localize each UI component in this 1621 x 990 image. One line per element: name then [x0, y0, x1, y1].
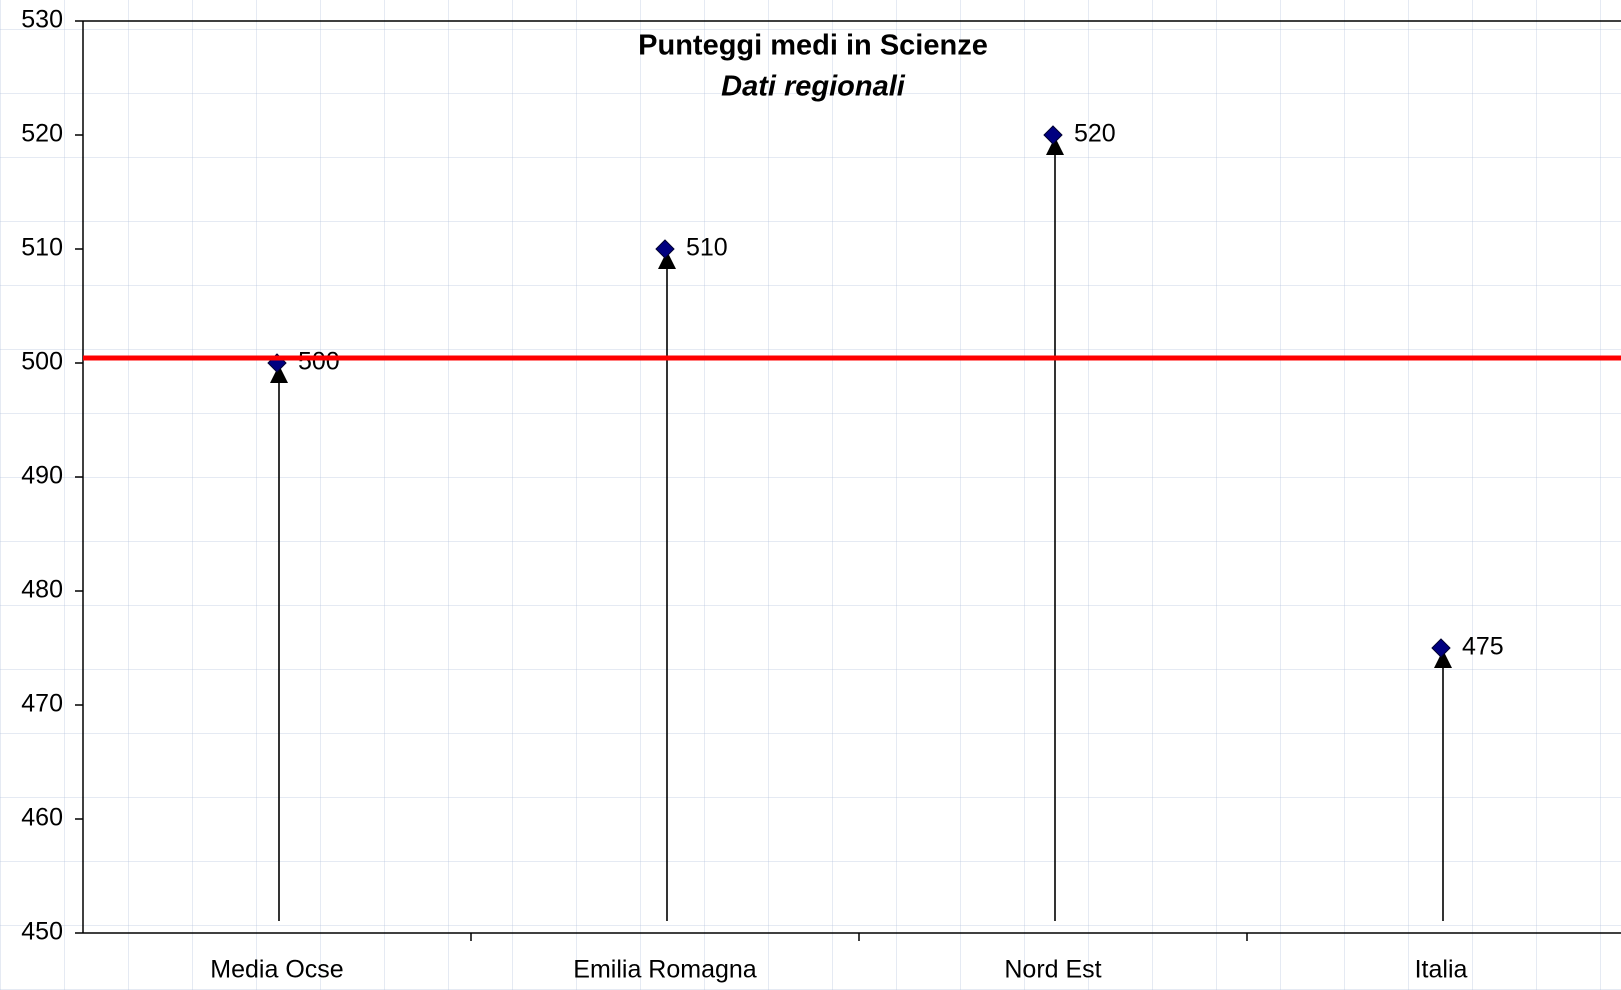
x-tick-label: Italia [1415, 956, 1468, 984]
point [1043, 125, 1063, 145]
point [1431, 638, 1451, 658]
y-tick-label: 490 [21, 462, 63, 490]
data-label: 520 [1074, 120, 1116, 148]
y-tick-label: 530 [21, 6, 63, 34]
y-tick-label: 520 [21, 120, 63, 148]
y-tick-label: 460 [21, 804, 63, 832]
data-label: 475 [1462, 633, 1504, 661]
data-label: 500 [298, 348, 340, 376]
arrow-head [658, 251, 676, 269]
y-tick-label: 480 [21, 576, 63, 604]
arrow-head [1434, 650, 1452, 668]
x-tick-label: Nord Est [1004, 956, 1101, 984]
chart-title: Punteggi medi in Scienze [638, 30, 988, 62]
x-tick-label: Media Ocse [210, 956, 343, 984]
data-label: 510 [686, 234, 728, 262]
chart-subtitle: Dati regionali [721, 71, 906, 103]
point [655, 239, 675, 259]
y-tick-label: 450 [21, 918, 63, 946]
arrow-head [270, 365, 288, 383]
y-tick-label: 510 [21, 234, 63, 262]
y-tick-label: 470 [21, 690, 63, 718]
y-tick-label: 500 [21, 348, 63, 376]
x-tick-label: Emilia Romagna [573, 956, 757, 984]
arrow-head [1046, 137, 1064, 155]
